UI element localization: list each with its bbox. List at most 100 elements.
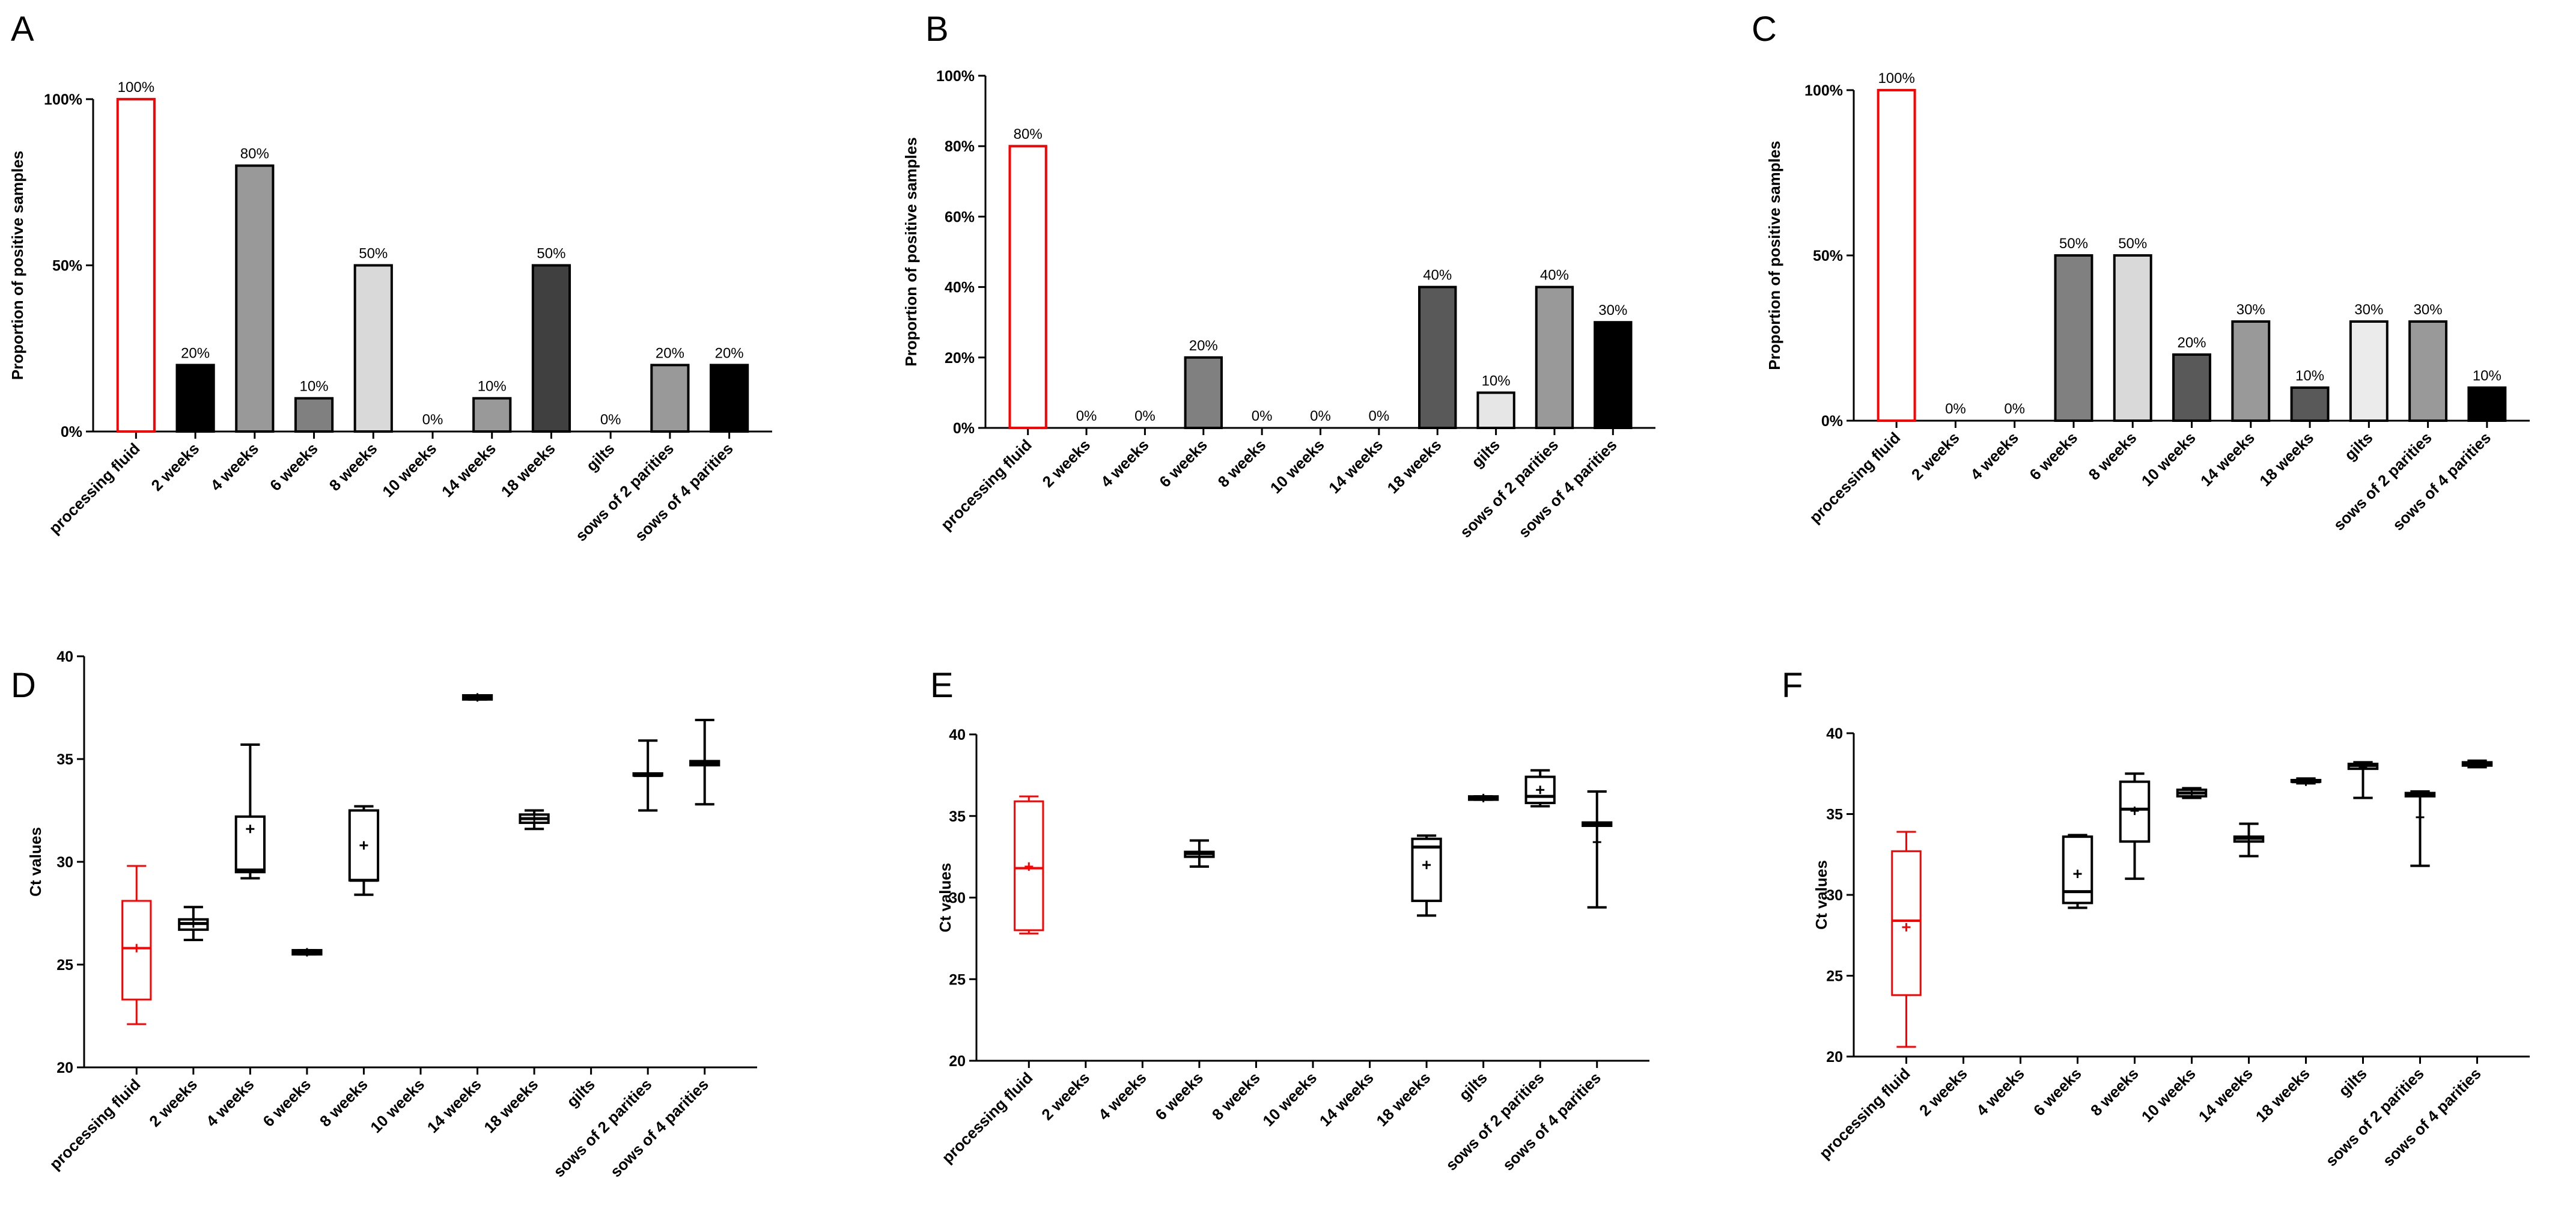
- panel-a-bar-chart: A 0% 50% 100% Proportion of positive samples…: [8, 10, 772, 545]
- bar-processing-fluid: [1877, 89, 1916, 422]
- panel-letter: E: [930, 666, 954, 705]
- x-label-8-weeks: 8 weeks: [2085, 429, 2140, 484]
- data-label-gilts: 10%: [1482, 373, 1511, 389]
- data-label-processing-fluid: 100%: [1878, 70, 1914, 87]
- data-label-6-weeks: 10%: [300, 379, 329, 395]
- x-label-sows-of-2-parities: sows of 2 parities: [2322, 1064, 2427, 1170]
- box-iqr: [1411, 837, 1442, 902]
- x-label-2-weeks: 2 weeks: [1039, 436, 1094, 491]
- x-label-4-weeks: 4 weeks: [207, 439, 262, 495]
- panel-letter: F: [1782, 666, 1803, 705]
- y-tick-label: 100%: [936, 68, 975, 85]
- data-label-10-weeks: 0%: [1310, 408, 1331, 424]
- x-label-gilts: gilts: [1468, 436, 1503, 471]
- panel-f-box-plot: F 20 25 30 35 40 Ct values processing fluid 2 we…: [1782, 666, 2530, 1170]
- y-tick-label: 35: [1826, 807, 1843, 823]
- panel-e-box-plot: E 20 25 30 35 40 Ct values processing fluid 2 we…: [930, 666, 1649, 1174]
- x-label-sows-of-4-parities: sows of 4 parities: [631, 439, 736, 545]
- x-label-processing-fluid: processing fluid: [46, 1075, 144, 1173]
- x-label-2-weeks: 2 weeks: [1908, 429, 1963, 484]
- x-label-10-weeks: 10 weeks: [367, 1075, 428, 1136]
- box-gilts: [2347, 761, 2379, 799]
- bar-14-weeks: [472, 397, 512, 433]
- data-label-8-weeks: 0%: [1252, 408, 1273, 424]
- box-processing-fluid: [1014, 795, 1044, 935]
- data-label-4-weeks: 0%: [1134, 408, 1156, 424]
- x-label-gilts: gilts: [1455, 1069, 1491, 1104]
- y-tick-label: 40: [56, 648, 73, 665]
- x-label-10-weeks: 10 weeks: [379, 439, 440, 501]
- x-label-18-weeks: 18 weeks: [498, 439, 559, 501]
- data-label-4-weeks: 0%: [2004, 401, 2025, 417]
- bar-processing-fluid: [1008, 145, 1047, 429]
- x-label-10-weeks: 10 weeks: [2138, 429, 2199, 490]
- data-label-10-weeks: 20%: [2177, 335, 2206, 351]
- y-tick-label: 25: [56, 957, 73, 974]
- y-tick-label: 20: [56, 1060, 73, 1076]
- box-processing-fluid: [121, 865, 152, 1025]
- bar-18-weeks: [531, 264, 571, 433]
- x-label-14-weeks: 14 weeks: [438, 439, 499, 501]
- bar-2-weeks: [175, 364, 215, 433]
- x-label-sows-of-2-parities: sows of 2 parities: [1442, 1069, 1547, 1174]
- panel-c-bar-chart: C 0% 50% 100% Proportion of positive samples…: [1752, 10, 2530, 534]
- y-tick-label: 100%: [44, 91, 82, 108]
- y-tick-label: 50%: [1813, 248, 1843, 264]
- x-label-4-weeks: 4 weeks: [1095, 1069, 1150, 1124]
- x-label-2-weeks: 2 weeks: [145, 1075, 201, 1130]
- y-axis-label: Proportion of positive samples: [1765, 141, 1783, 370]
- bar-sows-of-2-parities: [2408, 320, 2448, 422]
- box-14-weeks: [461, 693, 493, 702]
- data-label-gilts: 30%: [2354, 302, 2383, 318]
- bar-6-weeks: [2054, 254, 2093, 422]
- x-label-gilts: gilts: [2335, 1064, 2370, 1100]
- x-label-8-weeks: 8 weeks: [1214, 436, 1270, 491]
- x-label-2-weeks: 2 weeks: [1038, 1069, 1093, 1124]
- data-label-6-weeks: 20%: [1189, 338, 1218, 354]
- data-label-sows-of-4-parities: 10%: [2473, 368, 2501, 384]
- box-14-weeks: [2233, 822, 2265, 858]
- bar-6-weeks: [1184, 356, 1223, 429]
- x-label-14-weeks: 14 weeks: [424, 1075, 485, 1136]
- box-sows-of-2-parities: [632, 739, 663, 812]
- bar-6-weeks: [294, 397, 334, 433]
- data-label-8-weeks: 50%: [2118, 236, 2147, 252]
- data-label-2-weeks: 20%: [181, 345, 210, 361]
- x-label-2-weeks: 2 weeks: [148, 439, 203, 495]
- box-6-weeks: [2062, 834, 2093, 909]
- y-tick-label: 20: [949, 1053, 966, 1070]
- data-label-14-weeks: 10%: [478, 379, 507, 395]
- x-label-8-weeks: 8 weeks: [1208, 1069, 1264, 1124]
- x-label-gilts: gilts: [2341, 429, 2377, 464]
- bar-sows-of-4-parities: [710, 364, 749, 433]
- x-label-processing-fluid: processing fluid: [45, 439, 143, 537]
- data-label-processing-fluid: 100%: [118, 79, 154, 96]
- x-label-4-weeks: 4 weeks: [202, 1075, 258, 1130]
- x-label-2-weeks: 2 weeks: [1916, 1064, 1971, 1120]
- x-label-4-weeks: 4 weeks: [1097, 436, 1153, 491]
- box-sows-of-2-parities: [2404, 790, 2436, 867]
- data-label-sows-of-2-parities: 20%: [656, 345, 684, 361]
- y-tick-label: 40%: [945, 279, 975, 296]
- x-label-18-weeks: 18 weeks: [1372, 1069, 1434, 1130]
- x-label-processing-fluid: processing fluid: [937, 436, 1035, 534]
- y-tick-label: 100%: [1804, 82, 1843, 99]
- bar-gilts: [2349, 320, 2389, 422]
- y-tick-label: 50%: [52, 258, 82, 275]
- bar-4-weeks: [235, 164, 275, 433]
- y-axis-label: Ct values: [26, 827, 44, 897]
- bar-gilts: [1476, 391, 1515, 430]
- y-axis-label: Proportion of positive samples: [902, 137, 920, 366]
- y-tick-label: 0%: [1821, 413, 1843, 430]
- x-label-sows-of-2-parities: sows of 2 parities: [572, 439, 677, 545]
- data-label-sows-of-2-parities: 40%: [1540, 267, 1569, 284]
- box-sows-of-4-parities: [689, 719, 720, 806]
- data-label-4-weeks: 80%: [240, 146, 269, 162]
- panel-letter: A: [11, 10, 34, 49]
- x-label-6-weeks: 6 weeks: [2026, 429, 2081, 484]
- x-label-processing-fluid: processing fluid: [938, 1069, 1036, 1167]
- data-label-14-weeks: 30%: [2236, 302, 2265, 318]
- box-4-weeks: [234, 743, 266, 880]
- y-tick-label: 80%: [945, 138, 975, 155]
